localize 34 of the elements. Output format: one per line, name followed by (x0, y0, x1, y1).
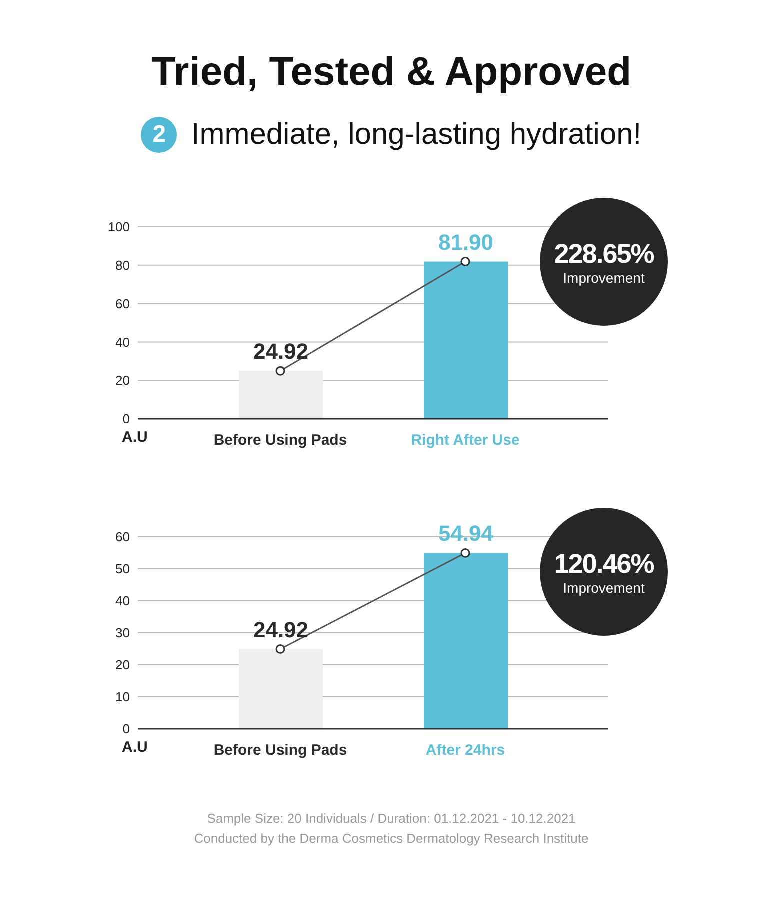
y-axis-title: A.U (122, 429, 148, 446)
y-tick-label: 100 (108, 220, 130, 235)
number-badge: 2 (141, 117, 178, 153)
chart-subtitle: Immediate, long-lasting hydration! (191, 118, 642, 152)
circle-badge: 228.65% Improvement (540, 198, 668, 326)
y-tick-label: 40 (116, 334, 130, 350)
annotation: 228.65% (553, 238, 655, 270)
y-tick-label: 30 (116, 626, 130, 641)
text: Sample Size: 20 Individuals / Duration: 01.12.2021 - 10.12.2021 (206, 810, 577, 828)
annotation: 120.46% (553, 548, 655, 580)
y-tick-label: 20 (116, 373, 130, 388)
y-tick-label: 40 (116, 594, 130, 609)
x-tick-label: After 24hrs (426, 742, 506, 759)
data-label: 24.92 (253, 617, 309, 642)
x-tick-label: Right After Use (411, 432, 520, 449)
chart-title: Tried, Tested & Approved (150, 50, 633, 95)
y-tick-label: 10 (116, 690, 130, 705)
circle-badge: 120.46% Improvement (540, 508, 668, 636)
y-axis-title: A.U (122, 739, 148, 756)
annotation: Improvement (562, 270, 646, 286)
y-tick-label: 60 (116, 296, 130, 312)
annotation: Improvement (562, 580, 646, 596)
y-tick-label: 0 (122, 412, 130, 427)
x-tick-label: Before Using Pads (214, 742, 348, 759)
y-tick-label: 60 (116, 530, 130, 545)
y-tick-label: 0 (122, 722, 130, 737)
y-tick-label: 50 (116, 562, 130, 577)
x-tick-label: Before Using Pads (214, 432, 348, 449)
text: Conducted by the Derma Cosmetics Dermatology Research Institute (193, 830, 590, 848)
y-tick-label: 20 (116, 658, 130, 673)
data-label: 54.94 (438, 521, 494, 546)
data-label: 24.92 (253, 339, 309, 364)
y-tick-label: 80 (116, 258, 130, 274)
data-label: 81.90 (438, 230, 494, 255)
